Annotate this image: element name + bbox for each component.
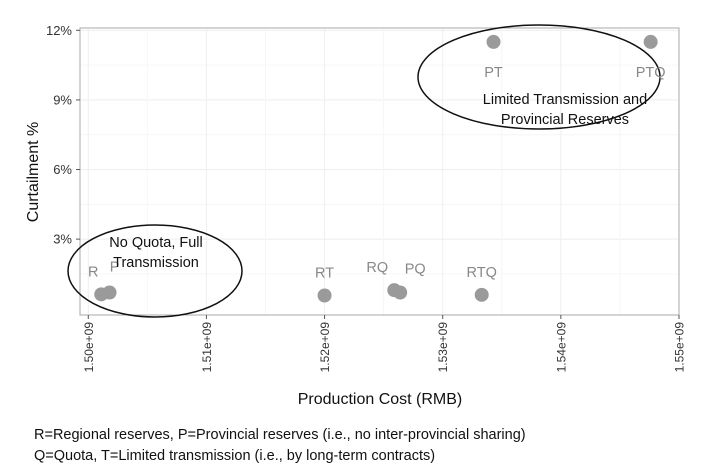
x-axis-title: Production Cost (RMB): [298, 391, 463, 408]
x-tick-label: 1.52e+09: [318, 322, 332, 373]
annotation-ellipse-top-right: [417, 24, 661, 130]
data-points: [94, 34, 658, 303]
x-axis: 1.50e+09 1.51e+09 1.52e+09 1.53e+09 1.54e+09…: [82, 315, 687, 372]
x-tick-label: 1.55e+09: [673, 322, 687, 373]
annotation-text-1-line-1: Limited Transmission and: [483, 92, 647, 108]
point-label-p: P: [110, 259, 120, 275]
point-label-pt: PT: [484, 65, 503, 81]
plot-panel: [79, 27, 680, 316]
x-tick-label: 1.50e+09: [82, 322, 96, 373]
x-tick-label: 1.51e+09: [200, 322, 214, 373]
x-tick-label: 1.53e+09: [436, 322, 450, 373]
y-tick-label: 6%: [53, 162, 72, 177]
x-tick-label: 1.54e+09: [554, 322, 568, 373]
annotation-text-1-line-2: Provincial Reserves: [501, 112, 629, 128]
y-tick-label: 9%: [53, 92, 72, 107]
y-tick-label: 3%: [53, 232, 72, 247]
point-labels: R P RT RQ PQ RTQ PT PTQ: [88, 65, 666, 282]
legend-caption-line-2: Q=Quota, T=Limited transmission (i.e., b…: [34, 448, 436, 464]
point-label-rt: RT: [315, 266, 334, 282]
annotation-texts: Limited Transmission and Provincial Reser…: [109, 92, 647, 271]
annotation-ellipses: [67, 24, 661, 318]
y-tick-label: 12%: [46, 23, 72, 38]
legend-caption-line-1: R=Regional reserves, P=Provincial reserv…: [34, 427, 526, 443]
annotation-text-2-line-2: Transmission: [113, 255, 199, 271]
point-p: [102, 285, 117, 300]
point-pq: [393, 285, 408, 300]
point-ptq: [643, 34, 658, 49]
y-axis: 3% 6% 9% 12%: [46, 23, 80, 247]
scatter-chart: 3% 6% 9% 12% 1.50e+09 1.51e+09 1.52e+09 1.53e+…: [25, 23, 687, 408]
point-label-r: R: [88, 264, 98, 280]
point-label-ptq: PTQ: [636, 65, 666, 81]
point-pt: [486, 34, 501, 49]
y-axis-title: Curtailment %: [25, 122, 42, 222]
annotation-text-2-line-1: No Quota, Full: [109, 235, 203, 251]
point-label-rtq: RTQ: [467, 265, 497, 281]
point-rt: [317, 288, 332, 303]
point-rtq: [474, 287, 489, 302]
point-label-pq: PQ: [405, 261, 426, 277]
point-label-rq: RQ: [366, 260, 388, 276]
annotation-ellipse-bottom-left: [67, 224, 243, 318]
